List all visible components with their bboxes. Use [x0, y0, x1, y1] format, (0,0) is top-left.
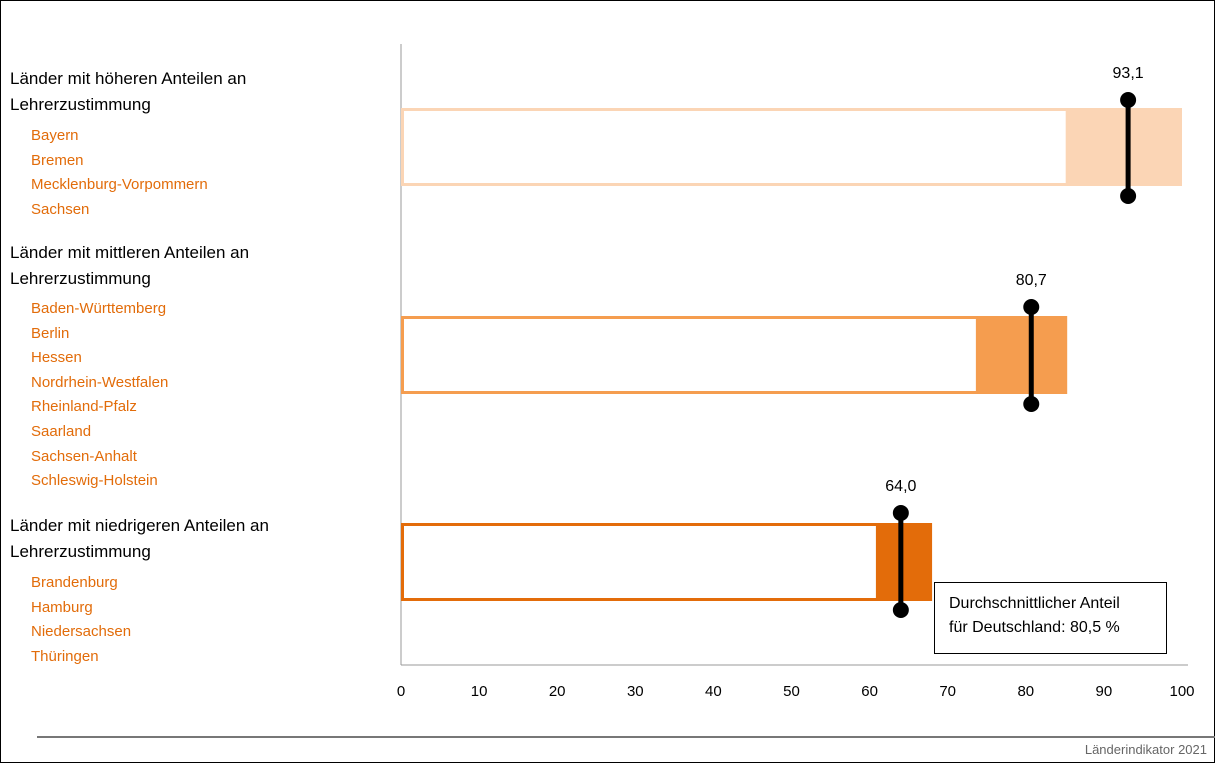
state-label: Nordrhein-Westfalen: [31, 373, 169, 391]
state-label: Niedersachsen: [31, 623, 132, 641]
state-label: Sachsen: [31, 200, 90, 218]
state-label: Berlin: [31, 324, 70, 342]
group-title: Länder mit mittleren Anteilen an Lehrerz…: [10, 243, 250, 288]
footer-divider: [37, 736, 1215, 738]
state-label: Hessen: [31, 349, 82, 367]
x-tick-label: 90: [1096, 683, 1113, 700]
group-title: Länder mit höheren Anteilen an Lehrerzus…: [10, 69, 247, 114]
state-label: Rheinland-Pfalz: [31, 398, 137, 416]
group-title: Länder mit niedrigeren Anteilen an Lehre…: [10, 516, 269, 561]
bar-range-segment: [977, 316, 1068, 394]
value-label: 93,1: [1113, 65, 1144, 82]
average-note-line1: Durchschnittlicher Anteil: [949, 595, 1120, 612]
x-tick-label: 10: [471, 683, 488, 700]
value-marker-cap-bottom: [1120, 188, 1137, 204]
state-label: Sachsen-Anhalt: [31, 447, 137, 465]
state-label: Mecklenburg-Vorpommern: [31, 176, 208, 194]
state-label: Baden-Württemberg: [31, 300, 167, 317]
value-marker-cap-top: [892, 505, 909, 521]
x-tick-label: 80: [1017, 683, 1034, 700]
source-label: Länderindikator 2021: [1084, 742, 1207, 757]
average-note-line2: für Deutschland: 80,5 %: [949, 619, 1120, 636]
value-label: 80,7: [1016, 272, 1047, 289]
bar-body: [401, 108, 1069, 186]
bar-range-segment: [877, 523, 933, 601]
bar-body: [401, 316, 979, 394]
bar-range-segment: [1067, 108, 1182, 186]
state-label: Saarland: [31, 423, 92, 440]
value-label: 64,0: [885, 478, 916, 495]
state-label: Hamburg: [31, 598, 93, 616]
state-label: Schleswig-Holstein: [31, 472, 158, 490]
x-tick-label: 100: [1169, 683, 1194, 700]
x-tick-label: 0: [397, 683, 405, 700]
x-tick-label: 40: [705, 683, 722, 700]
state-label: Bayern: [31, 127, 79, 144]
value-marker-cap-bottom: [892, 602, 909, 618]
value-marker-cap-top: [1023, 299, 1040, 315]
x-tick-label: 60: [861, 683, 878, 700]
x-tick-label: 50: [783, 683, 800, 700]
state-label: Brandenburg: [31, 574, 118, 591]
x-tick-label: 20: [549, 683, 566, 700]
average-note-box: Durchschnittlicher Anteil für Deutschlan…: [934, 582, 1167, 654]
value-marker-cap-bottom: [1023, 396, 1040, 412]
x-tick-label: 70: [939, 683, 956, 700]
state-label: Bremen: [31, 151, 84, 169]
x-tick-label: 30: [627, 683, 644, 700]
bar-body: [401, 523, 879, 601]
value-marker-cap-top: [1120, 92, 1137, 108]
state-label: Thüringen: [31, 647, 99, 665]
